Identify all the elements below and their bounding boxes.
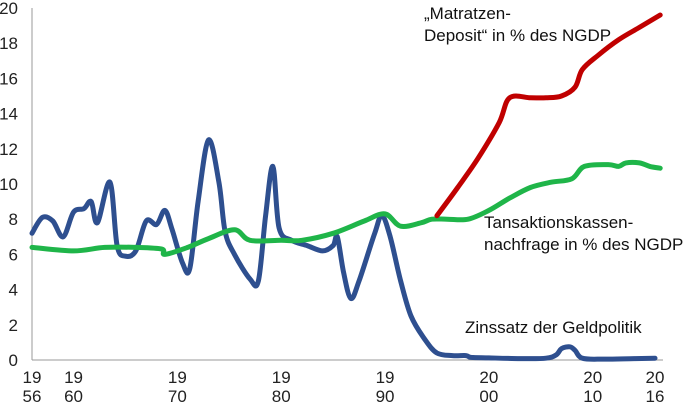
y-tick-label: 12 bbox=[0, 140, 18, 159]
deposit-annotation-line-1: „Matratzen- bbox=[424, 4, 511, 23]
x-tick-label-bottom: 10 bbox=[583, 387, 602, 405]
rate-annotation: Zinssatz der Geldpolitik bbox=[465, 318, 642, 337]
x-tick-label-top: 19 bbox=[23, 368, 42, 387]
y-tick-label: 18 bbox=[0, 34, 18, 53]
x-tick-label-bottom: 16 bbox=[646, 387, 665, 405]
chart-axes bbox=[31, 8, 663, 361]
series-lines bbox=[29, 12, 663, 362]
y-axis-tick-labels: 0 2 4 6 8 10 12 14 16 18 20 bbox=[0, 0, 18, 370]
deposit-annotation-line-2: Deposit“ in % des NGDP bbox=[424, 26, 611, 45]
x-tick-label-top: 19 bbox=[272, 368, 291, 387]
deposit-series-line bbox=[434, 12, 663, 219]
x-tick-label-top: 20 bbox=[583, 368, 602, 387]
x-tick-label-top: 20 bbox=[479, 368, 498, 387]
y-tick-label: 4 bbox=[9, 281, 18, 300]
x-tick-label-top: 19 bbox=[168, 368, 187, 387]
x-tick-label-top: 19 bbox=[64, 368, 83, 387]
y-tick-label: 16 bbox=[0, 69, 18, 88]
y-tick-label: 2 bbox=[9, 316, 18, 335]
transaction-demand-series-line bbox=[29, 159, 663, 257]
x-tick-label-bottom: 60 bbox=[64, 387, 83, 405]
demand-annotation-line-2: nachfrage in % des NGDP bbox=[484, 235, 683, 254]
x-tick-label-bottom: 00 bbox=[479, 387, 498, 405]
x-tick-label-bottom: 70 bbox=[168, 387, 187, 405]
x-tick-label-top: 19 bbox=[376, 368, 395, 387]
y-tick-label: 0 bbox=[9, 351, 18, 370]
x-tick-label-bottom: 56 bbox=[23, 387, 42, 405]
y-tick-label: 8 bbox=[9, 210, 18, 229]
y-tick-label: 6 bbox=[9, 245, 18, 264]
x-tick-label-top: 20 bbox=[646, 368, 665, 387]
y-tick-label: 10 bbox=[0, 175, 18, 194]
demand-annotation-line-1: Tansaktionskassen- bbox=[484, 213, 633, 232]
x-tick-label-bottom: 80 bbox=[272, 387, 291, 405]
x-tick-label-bottom: 90 bbox=[376, 387, 395, 405]
y-tick-label: 20 bbox=[0, 0, 18, 18]
y-tick-label: 14 bbox=[0, 105, 18, 124]
